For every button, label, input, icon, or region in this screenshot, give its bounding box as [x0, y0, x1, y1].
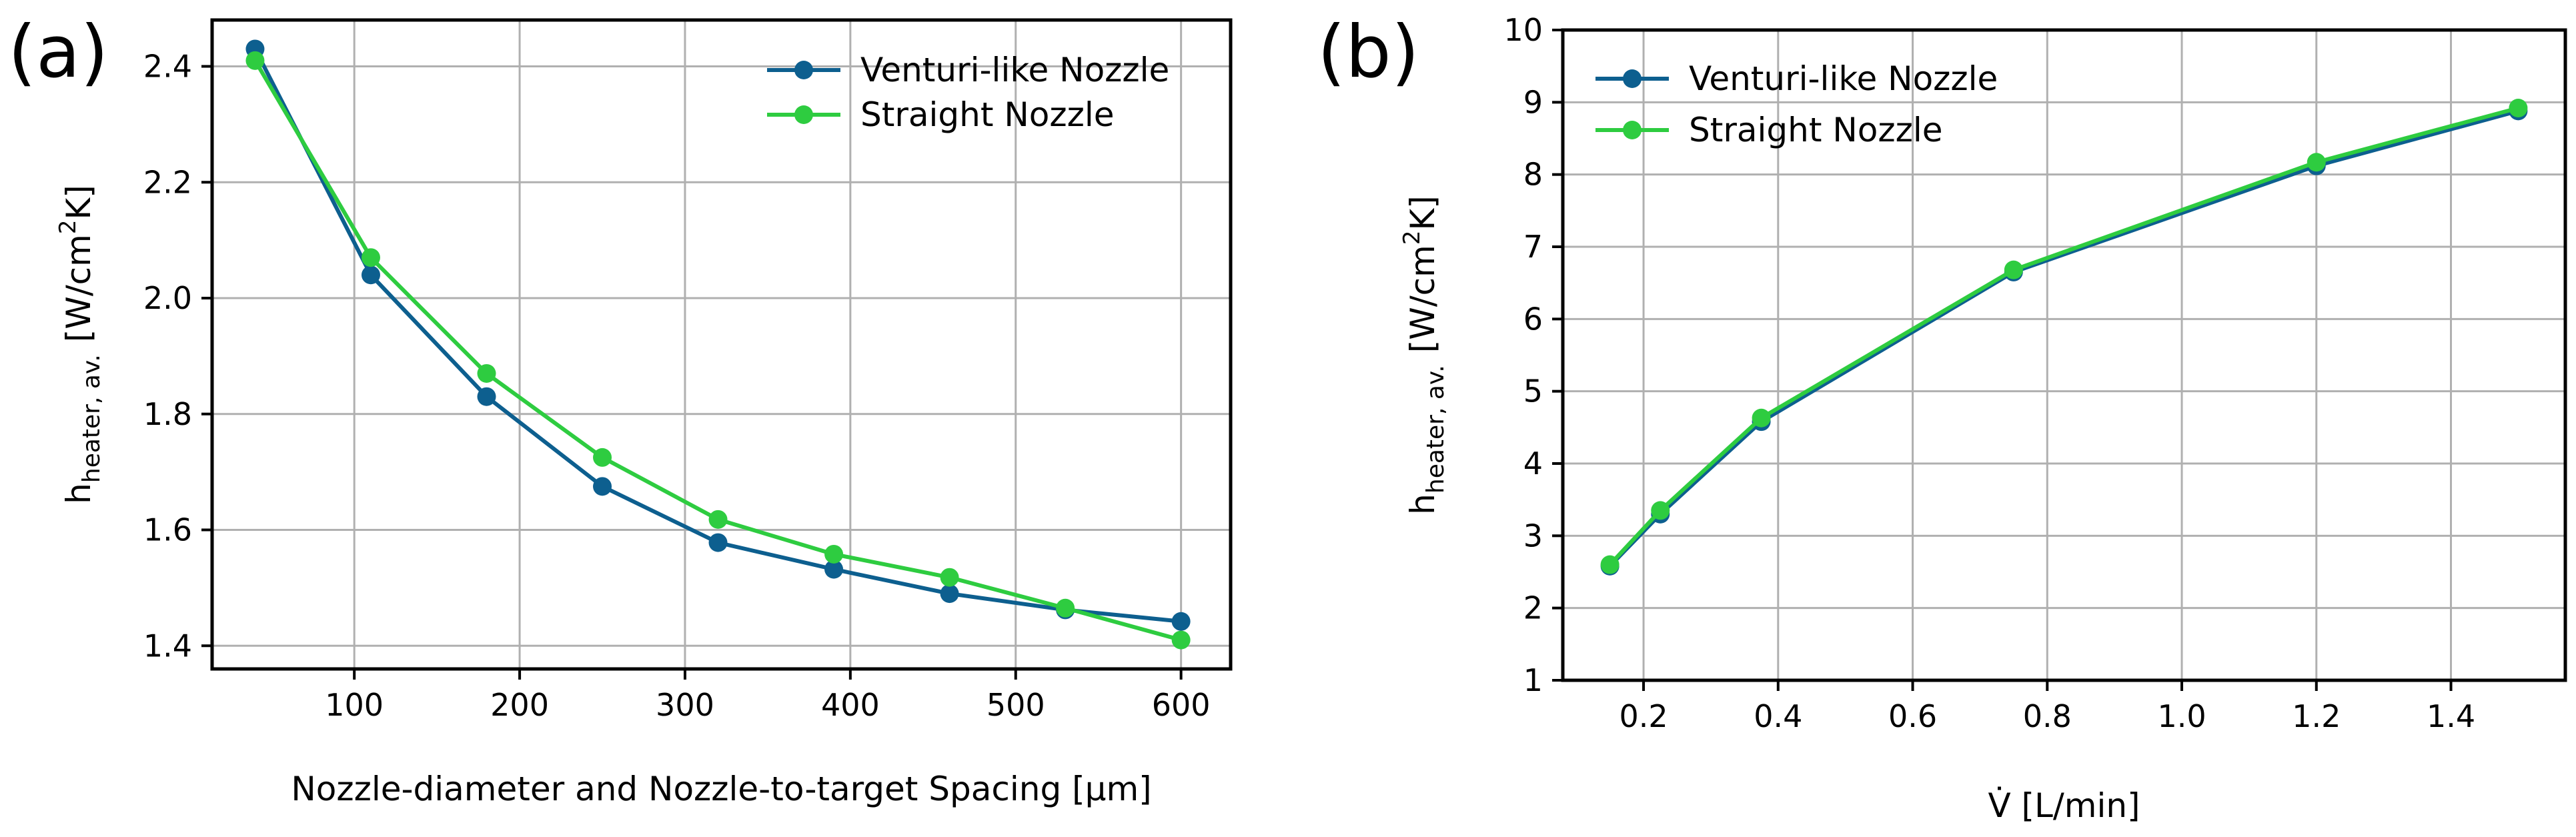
data-point: [1752, 408, 1771, 428]
data-point: [2004, 260, 2023, 279]
y-tick-label: 1: [1523, 662, 1543, 698]
data-point: [2307, 153, 2326, 172]
y-axis-label: hheater, av. [W/cm2K]: [1399, 195, 1449, 515]
y-tick-label: 2: [1523, 590, 1543, 626]
data-point: [477, 387, 496, 406]
y-axis-label-superscript: 2: [1399, 230, 1425, 245]
y-axis-label-units-end: K]: [1403, 195, 1442, 230]
legend-label: Straight Nozzle: [860, 95, 1115, 134]
legend-swatch-marker: [794, 61, 813, 79]
plot-frame: [210, 18, 1233, 671]
x-tick-label: 200: [490, 687, 549, 723]
x-tick-label: 0.8: [2023, 698, 2072, 734]
legend-label: Venturi-like Nozzle: [860, 51, 1169, 89]
legend-swatch-marker: [1623, 69, 1642, 88]
data-point: [1171, 612, 1191, 631]
data-point: [824, 560, 844, 579]
data-point: [1056, 598, 1075, 618]
series-line-0: [1608, 109, 2519, 568]
y-tick-label: 8: [1523, 157, 1543, 193]
y-tick-label: 2.2: [143, 164, 192, 200]
panel-a: 100 200 300 400 500 600 1.4 1.6 1.8 2.0 2.2 2.4 Nozz…: [8, 11, 1233, 808]
y-axis-label-units: [W/cm: [1403, 245, 1442, 353]
x-tick-label: 600: [1152, 687, 1211, 723]
data-point: [361, 248, 380, 267]
data-point: [245, 51, 265, 70]
data-point: [477, 363, 496, 383]
data-point: [593, 477, 612, 496]
series-line-1: [253, 59, 1182, 642]
panel-label: (a): [8, 11, 108, 94]
y-tick-label: 10: [1503, 12, 1543, 48]
x-tick-label: 1.0: [2157, 698, 2206, 734]
y-tick-label: 9: [1523, 84, 1543, 120]
x-tick-label: 300: [656, 687, 714, 723]
y-tick-label: 5: [1523, 373, 1543, 409]
x-tick-label: 500: [987, 687, 1045, 723]
y-tick-label: 2.4: [143, 49, 192, 85]
y-axis-label-subscript: heater, av.: [1422, 365, 1449, 494]
data-point: [708, 510, 728, 529]
x-tick-label: 0.2: [1619, 698, 1668, 734]
legend-swatch-marker: [1623, 121, 1642, 139]
y-axis-label-units-end: K]: [59, 185, 98, 219]
y-axis-label-superscript: 2: [55, 219, 81, 234]
data-point: [940, 568, 959, 587]
y-axis-label-subscript: heater, av.: [78, 354, 105, 483]
y-axis-label-units: [W/cm: [59, 234, 98, 342]
data-point: [708, 533, 728, 552]
y-axis-label-symbol: h: [59, 483, 98, 504]
y-tick-label: 1.6: [143, 512, 192, 548]
y-tick-label: 6: [1523, 301, 1543, 337]
data-point: [824, 544, 844, 564]
data-point: [361, 265, 380, 285]
panel-label: (b): [1317, 11, 1419, 94]
x-tick-label: 0.6: [1888, 698, 1937, 734]
panel-b: 0.2 0.4 0.6 0.8 1.0 1.2 1.4 1 2 3 4 5 6 7 8 9 10 V̇ [L/mi…: [1317, 11, 2567, 825]
y-axis-label: hheater, av. [W/cm2K]: [55, 185, 105, 504]
x-axis-label: V̇ [L/min]: [1988, 786, 2140, 825]
plot-frame: [1561, 28, 2567, 682]
legend-label: Straight Nozzle: [1689, 111, 1943, 149]
y-axis-label-symbol: h: [1403, 494, 1442, 515]
data-point: [1600, 555, 1620, 574]
data-point: [1171, 630, 1191, 650]
x-tick-label: 100: [325, 687, 384, 723]
x-tick-label: 0.4: [1754, 698, 1802, 734]
x-tick-label: 400: [821, 687, 880, 723]
data-point: [1651, 501, 1670, 520]
legend-swatch-marker: [794, 105, 813, 124]
y-tick-label: 2.0: [143, 280, 192, 316]
y-tick-label: 4: [1523, 446, 1543, 482]
x-axis-label: Nozzle-diameter and Nozzle-to-target Spa…: [291, 770, 1151, 808]
y-tick-label: 1.8: [143, 396, 192, 432]
y-tick-label: 1.4: [143, 628, 192, 664]
x-tick-label: 1.4: [2427, 698, 2475, 734]
data-point: [940, 584, 959, 604]
data-point: [2509, 99, 2528, 117]
data-point: [593, 448, 612, 467]
y-tick-label: 3: [1523, 518, 1543, 554]
legend-label: Venturi-like Nozzle: [1689, 59, 1998, 98]
x-tick-label: 1.2: [2292, 698, 2341, 734]
series-line-1: [1608, 106, 2519, 566]
y-tick-label: 7: [1523, 229, 1543, 265]
